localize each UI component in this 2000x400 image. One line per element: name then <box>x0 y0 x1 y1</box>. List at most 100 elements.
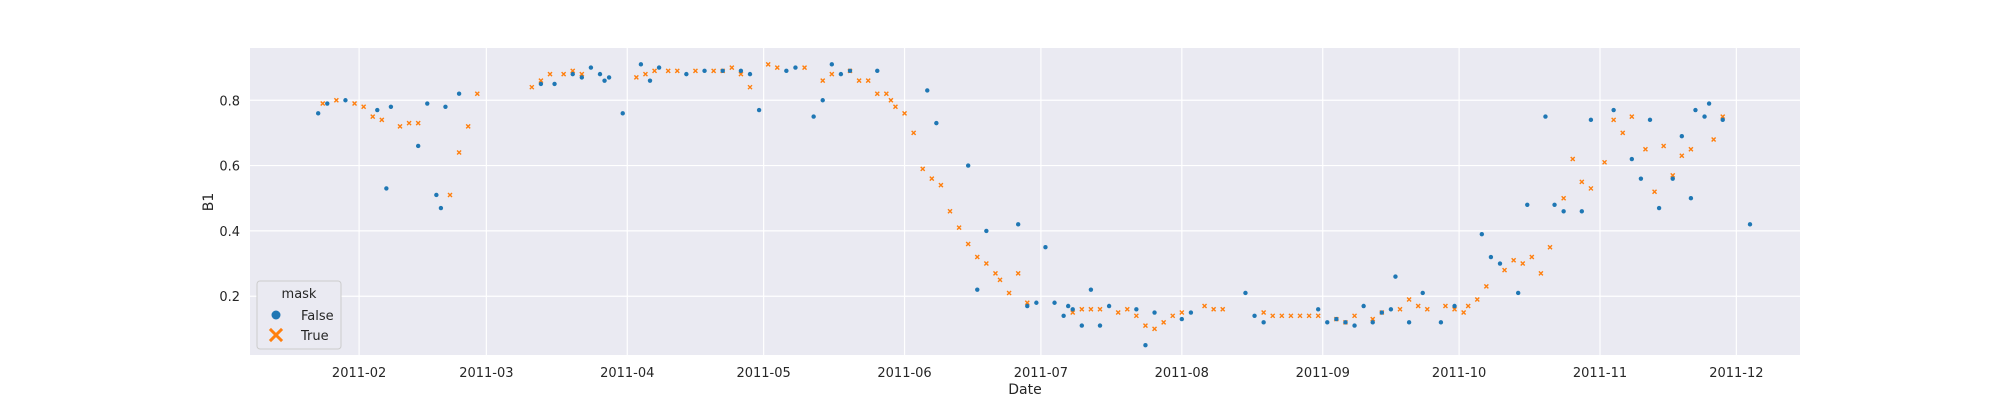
data-point-true <box>874 91 880 97</box>
data-point-false <box>606 75 612 80</box>
data-point-false <box>388 104 394 109</box>
data-point-false <box>434 192 439 198</box>
data-point-false <box>1152 310 1157 315</box>
data-point-false <box>1065 303 1071 309</box>
data-point-false <box>738 68 744 74</box>
x-tick-label: 2011-10 <box>1432 366 1486 381</box>
data-point-false <box>975 287 980 292</box>
data-point-false <box>1525 202 1530 207</box>
x-tick-label: 2011-04 <box>600 366 654 381</box>
data-point-false <box>552 81 557 87</box>
data-point-true <box>1115 310 1121 316</box>
data-point-false <box>1702 114 1707 119</box>
x-tick-label: 2011-09 <box>1296 366 1350 381</box>
data-point-true <box>1642 146 1648 152</box>
legend-true-marker <box>268 327 284 343</box>
data-point-false <box>579 75 585 80</box>
data-point-true <box>1211 306 1217 312</box>
data-point-true <box>642 71 648 77</box>
data-point-true <box>370 114 376 120</box>
x-tick-label: 2011-05 <box>736 366 790 381</box>
data-point-true <box>1220 306 1226 312</box>
data-point-true <box>956 225 962 231</box>
data-point-true <box>456 150 462 156</box>
data-point-true <box>983 261 989 267</box>
data-point-true <box>1620 130 1626 136</box>
data-point-true <box>1502 267 1508 273</box>
data-point-false <box>1479 231 1485 237</box>
data-point-false <box>1720 117 1725 123</box>
data-point-true <box>692 68 698 74</box>
data-point-true <box>1588 185 1594 191</box>
data-point-true <box>974 254 980 260</box>
data-point-true <box>415 120 421 126</box>
data-point-true <box>856 78 862 84</box>
data-point-false <box>588 65 594 70</box>
data-point-true <box>1529 254 1535 260</box>
data-point-false <box>1052 300 1057 305</box>
data-point-false <box>1261 320 1266 325</box>
y-tick-label: 0.6 <box>219 160 240 175</box>
data-point-true <box>1670 172 1676 178</box>
data-point-false <box>456 91 462 96</box>
data-point-false <box>1420 290 1425 296</box>
data-point-false <box>656 65 662 70</box>
data-point-true <box>379 117 385 123</box>
data-point-false <box>1588 117 1594 123</box>
data-point-true <box>1024 300 1030 306</box>
data-point-false <box>875 68 880 74</box>
data-point-true <box>361 104 367 110</box>
data-point-false <box>597 71 603 77</box>
data-point-true <box>1270 313 1276 319</box>
data-point-true <box>1424 306 1430 312</box>
data-point-true <box>920 166 926 172</box>
x-tick-label: 2011-03 <box>459 366 513 381</box>
data-point-false <box>1406 320 1412 325</box>
data-point-true <box>938 182 944 188</box>
data-point-true <box>406 120 412 126</box>
data-point-false <box>829 62 835 67</box>
data-point-true <box>561 71 567 77</box>
x-axis-ticks: 2011-02 2011-03 2011-04 2011-05 2011-06 2011-… <box>332 366 1764 381</box>
data-point-false <box>984 228 989 234</box>
data-point-true <box>1461 310 1467 316</box>
data-point-false <box>1334 316 1339 322</box>
data-point-false <box>1552 202 1557 207</box>
data-point-true <box>1483 283 1489 289</box>
data-point-false <box>1106 303 1112 309</box>
data-point-true <box>997 277 1003 283</box>
data-point-false <box>570 71 575 77</box>
data-point-true <box>465 123 471 129</box>
data-point-false <box>1497 261 1503 266</box>
x-tick-label: 2011-08 <box>1155 366 1209 381</box>
data-point-false <box>1043 245 1048 250</box>
data-point-true <box>674 68 680 74</box>
data-point-false <box>1688 196 1694 201</box>
data-point-true <box>1097 306 1103 312</box>
data-point-false <box>1647 117 1653 123</box>
data-point-true <box>652 68 658 74</box>
data-point-true <box>1170 313 1176 319</box>
data-point-false <box>1706 101 1712 106</box>
data-point-false <box>1025 303 1030 309</box>
series-false-points <box>315 62 1753 348</box>
data-point-false <box>1315 307 1321 312</box>
data-point-false <box>1638 176 1644 181</box>
data-point-false <box>847 68 853 74</box>
data-point-true <box>633 74 639 80</box>
data-point-false <box>1343 320 1348 325</box>
x-tick-label: 2011-11 <box>1573 366 1627 381</box>
data-point-false <box>1143 343 1148 348</box>
data-point-true <box>1452 306 1458 312</box>
data-point-false <box>1579 209 1585 214</box>
y-tick-label: 0.2 <box>219 290 240 305</box>
data-point-false <box>315 111 321 116</box>
data-point-false <box>425 101 430 106</box>
data-point-false <box>1252 313 1257 319</box>
data-point-false <box>325 101 330 106</box>
data-point-true <box>1520 261 1526 267</box>
data-point-false <box>1656 205 1662 211</box>
data-point-true <box>1561 195 1567 201</box>
data-point-true <box>1661 143 1667 149</box>
data-point-true <box>1465 303 1471 309</box>
